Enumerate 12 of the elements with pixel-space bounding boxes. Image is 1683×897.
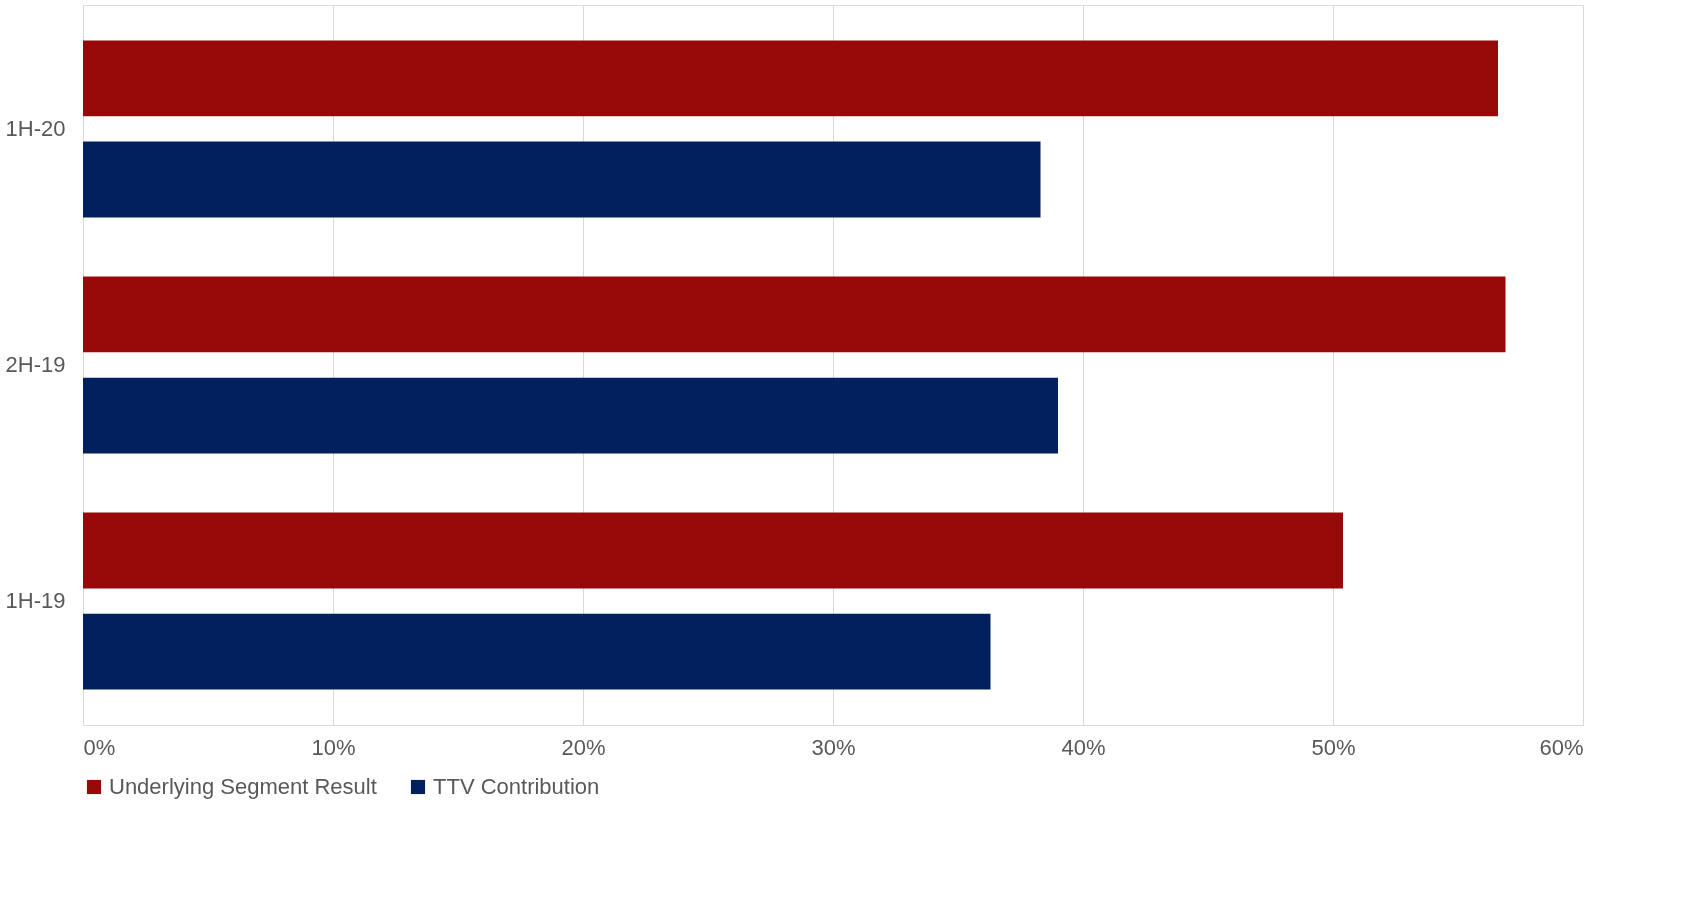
x-tick-label: 60% — [1539, 734, 1584, 760]
y-tick-label: 2H-19 — [5, 352, 66, 377]
x-tick-label: 10% — [311, 734, 356, 760]
x-tick-label: 0% — [83, 734, 116, 760]
legend-label: TTV Contribution — [433, 774, 600, 799]
y-tick-label: 1H-19 — [5, 588, 66, 614]
legend-label: Underlying Segment Result — [109, 774, 377, 799]
x-tick-label: 40% — [1061, 734, 1106, 760]
x-tick-label: 30% — [811, 734, 856, 760]
x-tick-label: 20% — [561, 734, 606, 760]
x-tick-label: 50% — [1311, 734, 1356, 760]
y-tick-label: 1H-20 — [5, 115, 66, 141]
